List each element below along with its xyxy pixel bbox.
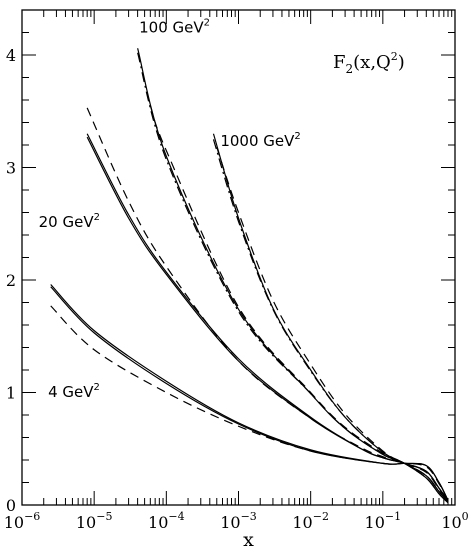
x-tick-label: 100 bbox=[441, 510, 468, 532]
curve-label-text: 100 GeV bbox=[139, 19, 204, 37]
curve-q2-100-dashed bbox=[149, 105, 449, 503]
x-tick-label: 10−4 bbox=[148, 510, 185, 532]
function-label-close: ) bbox=[398, 52, 405, 73]
curve-q2-20-solid bbox=[86, 136, 449, 501]
x-tick-label-base: 10 bbox=[365, 513, 385, 532]
curve-label-text: 20 GeV bbox=[39, 213, 95, 231]
curve-label-sup: 2 bbox=[204, 18, 210, 29]
curve-q2-20-dashed bbox=[86, 107, 449, 501]
x-tick-label-exponent: −5 bbox=[96, 510, 112, 523]
curve-q2-1000-dashed bbox=[216, 147, 449, 504]
curve-q2-4-dashed bbox=[50, 305, 449, 501]
x-tick-label: 10−3 bbox=[220, 510, 257, 532]
x-tick-label-exponent: −3 bbox=[241, 510, 257, 523]
x-tick-label-exponent: 0 bbox=[462, 510, 469, 523]
x-tick-label: 10−2 bbox=[292, 510, 329, 532]
curve-label-text: 1000 GeV bbox=[220, 132, 295, 150]
x-tick-label: 10−1 bbox=[365, 510, 402, 532]
curve-q2-1000-solid bbox=[212, 133, 449, 504]
function-label: F2(x,Q2) bbox=[333, 50, 405, 76]
curve-q2-100-solid bbox=[137, 48, 449, 503]
curves bbox=[50, 48, 449, 504]
function-label-sub: 2 bbox=[346, 62, 354, 76]
y-tick-label: 3 bbox=[6, 159, 16, 178]
plot-frame bbox=[21, 9, 456, 506]
curve-q2-4-solid bbox=[50, 286, 449, 501]
curve-label: 1000 GeV2 bbox=[220, 131, 300, 150]
x-tick-label-exponent: −6 bbox=[24, 510, 40, 523]
y-tick-label: 2 bbox=[6, 271, 16, 290]
x-tick-label-exponent: −4 bbox=[168, 510, 184, 523]
curve-label-sup: 2 bbox=[94, 212, 100, 223]
curve-label-text: 4 GeV bbox=[48, 383, 94, 401]
y-axis-ticks: 0 1 2 3 4 bbox=[6, 9, 455, 515]
curve-label: 100 GeV2 bbox=[139, 18, 210, 37]
x-tick-label-base: 10 bbox=[292, 513, 312, 532]
x-tick-label-base: 10 bbox=[148, 513, 168, 532]
curve-q2-100-dashdot bbox=[137, 52, 449, 503]
x-tick-label-exponent: −2 bbox=[313, 510, 329, 523]
y-tick-label: 4 bbox=[6, 46, 16, 65]
x-tick-label: 10−5 bbox=[76, 510, 113, 532]
x-tick-label-base: 10 bbox=[441, 513, 461, 532]
curve-q2-4-solid bbox=[50, 284, 449, 501]
function-label-base: F bbox=[333, 52, 346, 73]
x-tick-label-exponent: −1 bbox=[385, 510, 401, 523]
x-tick-label-base: 10 bbox=[76, 513, 96, 532]
x-axis-title: x bbox=[243, 529, 254, 551]
curve-label-sup: 2 bbox=[94, 382, 100, 393]
x-tick-label: 10−6 bbox=[4, 510, 41, 532]
x-axis-ticks: 10−6 10−5 10−4 10−3 10−2 10−1 100 bbox=[4, 10, 469, 532]
curve-label: 20 GeV2 bbox=[39, 212, 100, 231]
curve-label: 4 GeV2 bbox=[48, 382, 100, 401]
curve-q2-1000-dashdot bbox=[212, 139, 449, 504]
function-label-args: (x,Q bbox=[353, 52, 391, 73]
y-tick-label: 1 bbox=[6, 384, 16, 403]
x-tick-label-base: 10 bbox=[220, 513, 240, 532]
curve-label-sup: 2 bbox=[294, 131, 300, 142]
x-tick-label-base: 10 bbox=[4, 513, 24, 532]
plot-border bbox=[21, 9, 456, 506]
curve-q2-20-solid bbox=[86, 133, 449, 501]
y-tick-label: 0 bbox=[6, 496, 16, 515]
function-label-sup: 2 bbox=[391, 50, 398, 63]
